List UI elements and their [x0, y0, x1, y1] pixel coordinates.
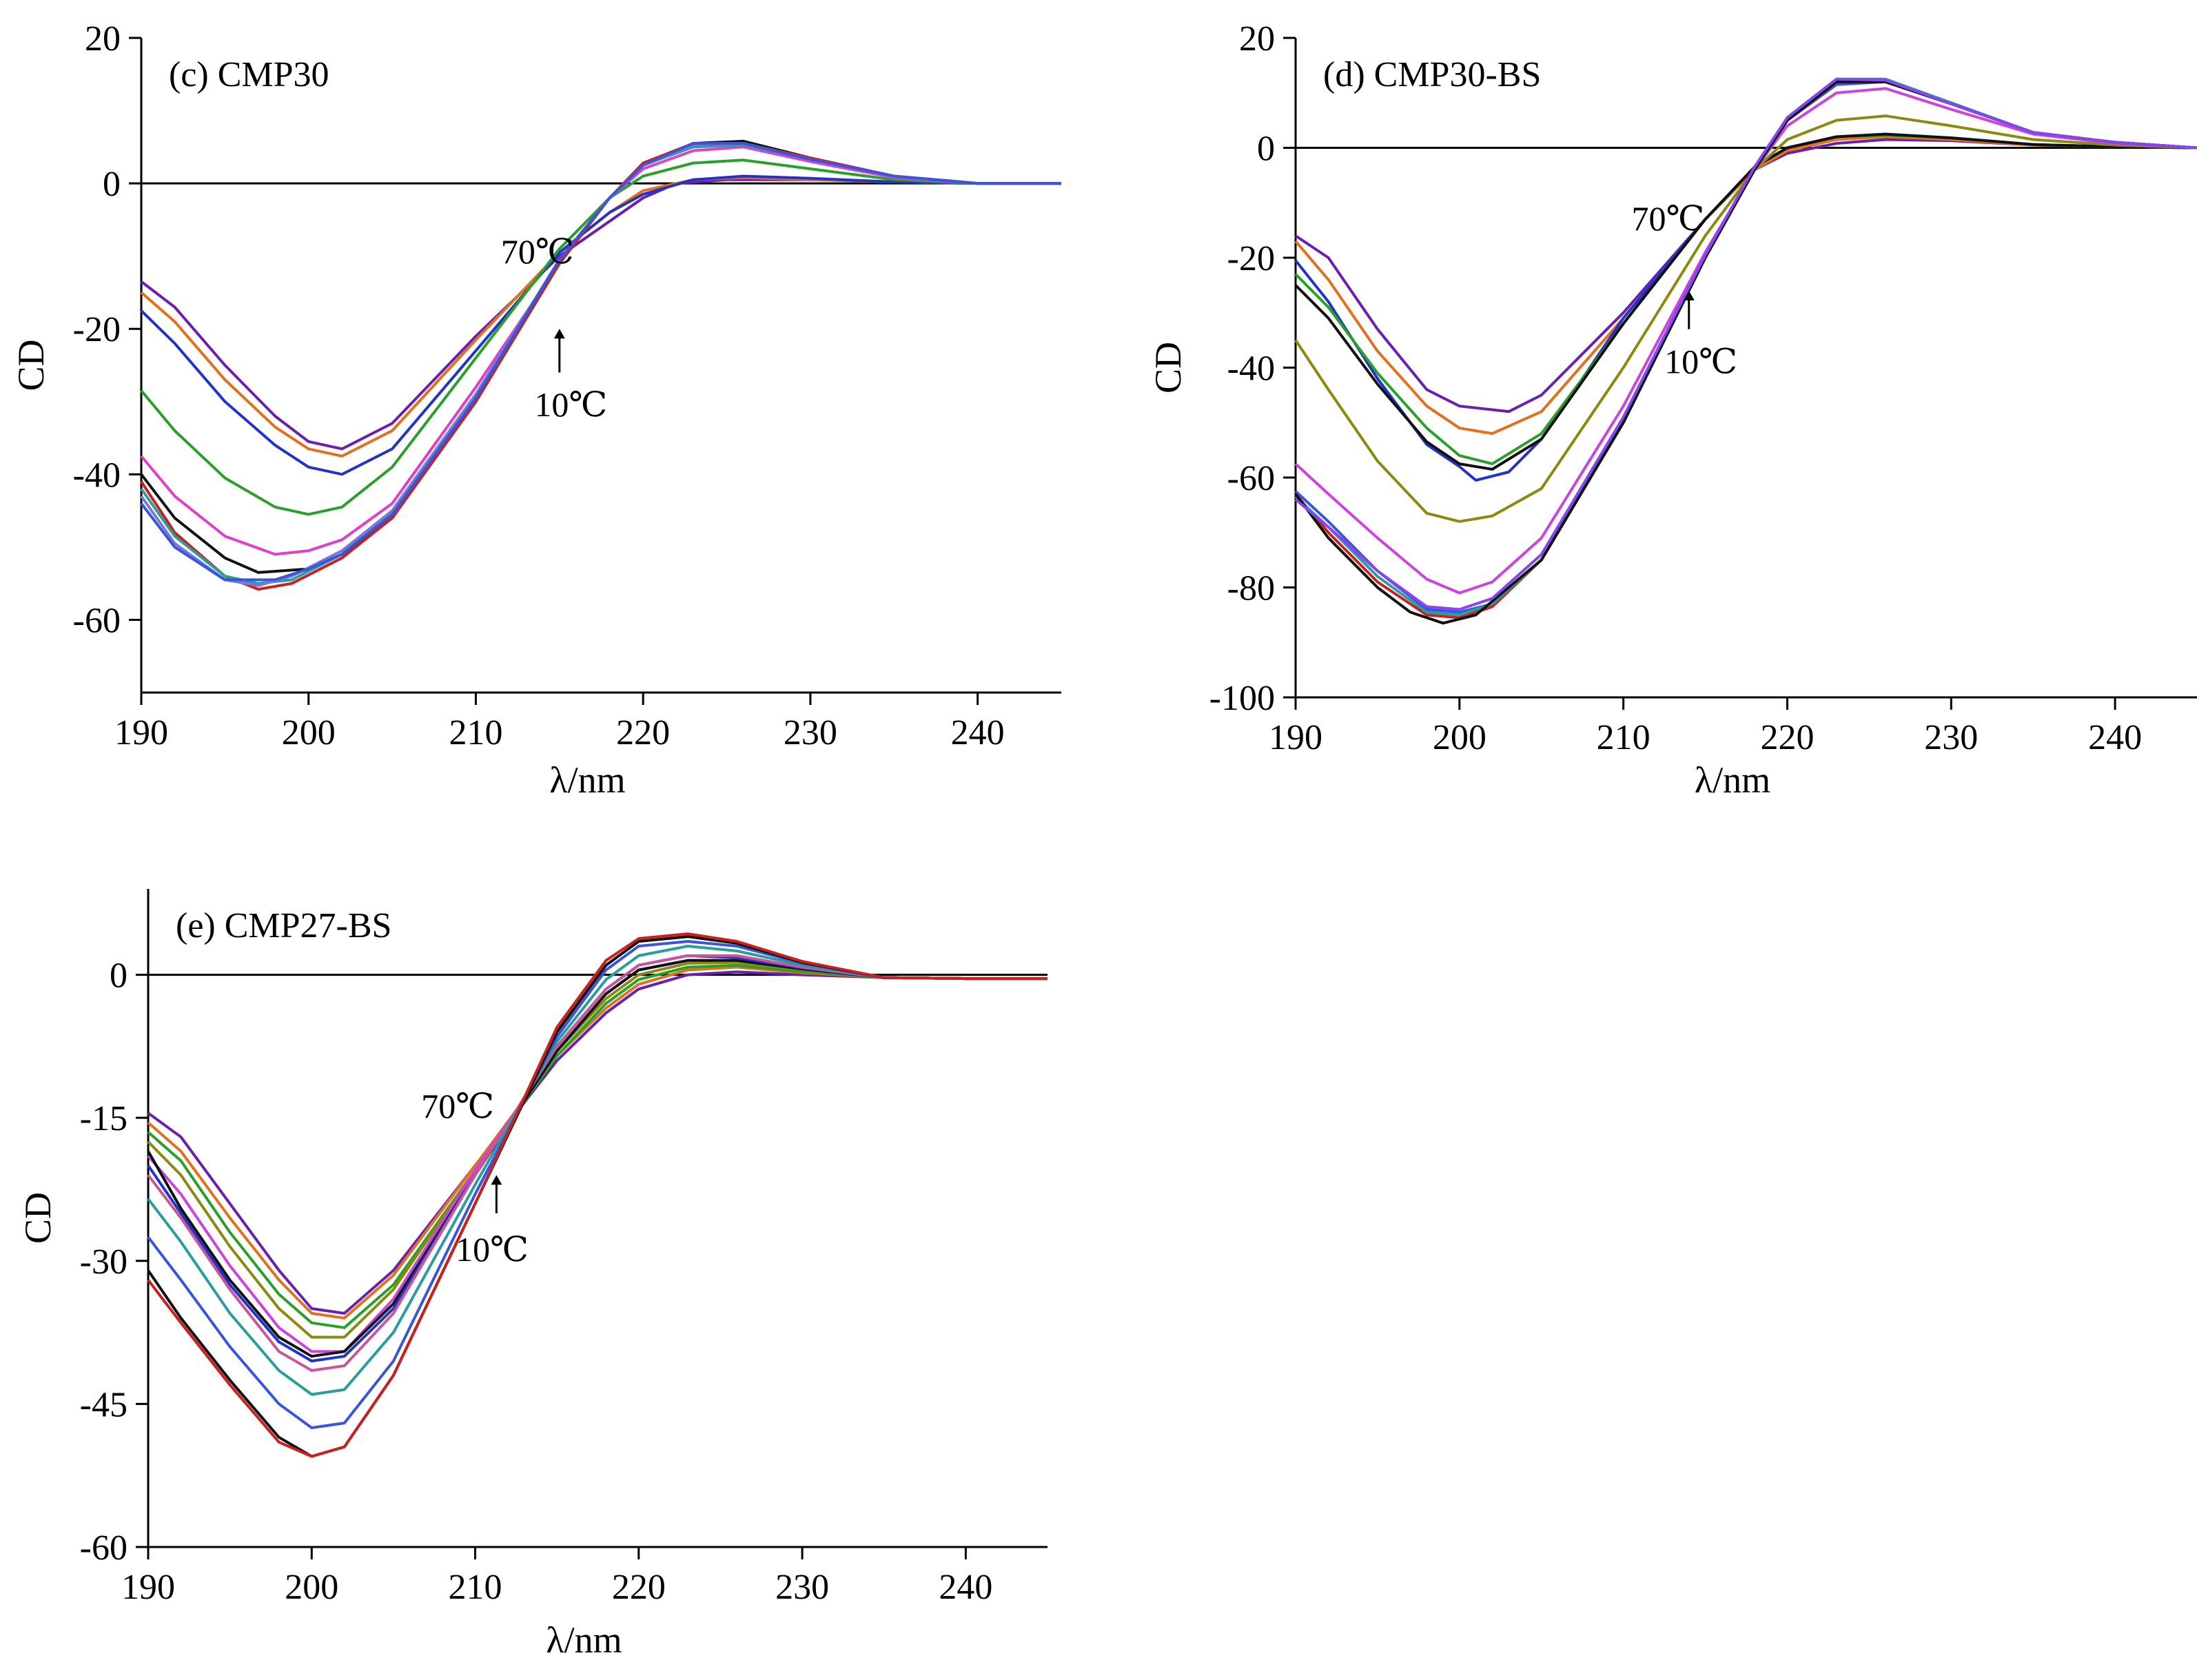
y-tick-label: 0	[103, 165, 121, 204]
y-tick-label: -20	[1227, 239, 1275, 278]
panel-title: (d) CMP30-BS	[1323, 55, 1541, 94]
series-line-5	[1294, 132, 2197, 471]
x-tick-label: 190	[121, 1568, 175, 1607]
temperature-annotation: 10℃	[456, 1230, 529, 1269]
temperature-annotation: 10℃	[1664, 342, 1737, 380]
y-tick-label: -30	[80, 1242, 127, 1282]
panel-title: (c) CMP30	[169, 55, 329, 94]
x-axis-title: λ/nm	[546, 1619, 622, 1661]
y-tick-label: -15	[80, 1099, 127, 1138]
series-line-12	[147, 932, 1048, 1458]
y-axis-title: CD	[10, 339, 52, 391]
series-line-10	[1294, 77, 2197, 617]
x-tick-label: 200	[1433, 718, 1486, 757]
x-tick-label: 210	[449, 713, 502, 752]
y-tick-label: 0	[110, 956, 127, 996]
series-line-10	[140, 142, 1061, 582]
series-line-12	[1294, 77, 2197, 611]
y-axis-title: CD	[1147, 342, 1189, 393]
y-tick-label: -60	[1227, 459, 1275, 498]
series-line-3	[140, 174, 1061, 476]
y-tick-label: -20	[73, 310, 121, 349]
x-tick-label: 200	[282, 713, 336, 752]
y-tick-label: 20	[85, 19, 121, 59]
x-tick-label: 200	[285, 1568, 338, 1607]
temperature-annotation: 10℃	[534, 385, 607, 424]
y-tick-label: -60	[73, 601, 121, 640]
x-tick-label: 210	[1597, 718, 1651, 757]
x-tick-label: 220	[616, 713, 670, 752]
x-tick-label: 210	[449, 1568, 502, 1607]
x-tick-label: 220	[612, 1568, 666, 1607]
series-line-6	[1294, 114, 2197, 523]
panel-title: (e) CMP27-BS	[176, 906, 391, 945]
arrow-head	[491, 1175, 502, 1185]
temperature-annotation: 70℃	[501, 232, 574, 271]
x-tick-label: 240	[939, 1568, 992, 1607]
temperature-annotation: 70℃	[1632, 199, 1705, 238]
x-axis-title: λ/nm	[549, 759, 625, 801]
chart-panel-c: 190 200 210 220 230 240200-20-40-60λ/nmCD(c) …	[10, 19, 1061, 801]
x-tick-label: 230	[775, 1568, 829, 1607]
series-line-8	[1294, 80, 2197, 614]
x-tick-label: 240	[2088, 718, 2142, 757]
y-tick-label: -60	[80, 1528, 127, 1568]
y-axis-title: CD	[17, 1192, 59, 1244]
x-tick-label: 230	[1924, 718, 1978, 757]
arrow-head	[553, 329, 565, 339]
temperature-annotation: 70℃	[421, 1087, 494, 1125]
x-tick-label: 220	[1760, 718, 1814, 757]
series-line-1	[147, 970, 1048, 1315]
y-tick-label: -40	[73, 455, 121, 495]
series-line-4	[147, 961, 1048, 1339]
x-axis-title: λ/nm	[1695, 759, 1770, 801]
chart-panel-d: 190 200 210 220 230 240200-20-40-60-80-100λ/n…	[1147, 19, 2197, 801]
chart-panel-e: 190 200 210 220 230 240 0 -15 -30 -45 -60 λ/nm CD (e)…	[17, 889, 1048, 1661]
x-tick-label: 230	[784, 713, 837, 752]
x-tick-label: 190	[114, 713, 168, 752]
y-tick-label: 20	[1239, 19, 1275, 59]
y-tick-label: -45	[80, 1385, 127, 1424]
series-line-7	[1294, 87, 2197, 595]
y-tick-label: -80	[1227, 569, 1275, 608]
series-line-4	[140, 158, 1061, 516]
series-line-9	[1294, 79, 2197, 619]
x-tick-label: 190	[1269, 718, 1322, 757]
arrow-head	[1683, 290, 1695, 300]
y-tick-label: -100	[1209, 679, 1275, 718]
series-line-11	[1294, 80, 2197, 625]
x-tick-label: 240	[951, 713, 1005, 752]
y-tick-label: 0	[1257, 130, 1275, 169]
y-tick-label: -40	[1227, 349, 1275, 389]
